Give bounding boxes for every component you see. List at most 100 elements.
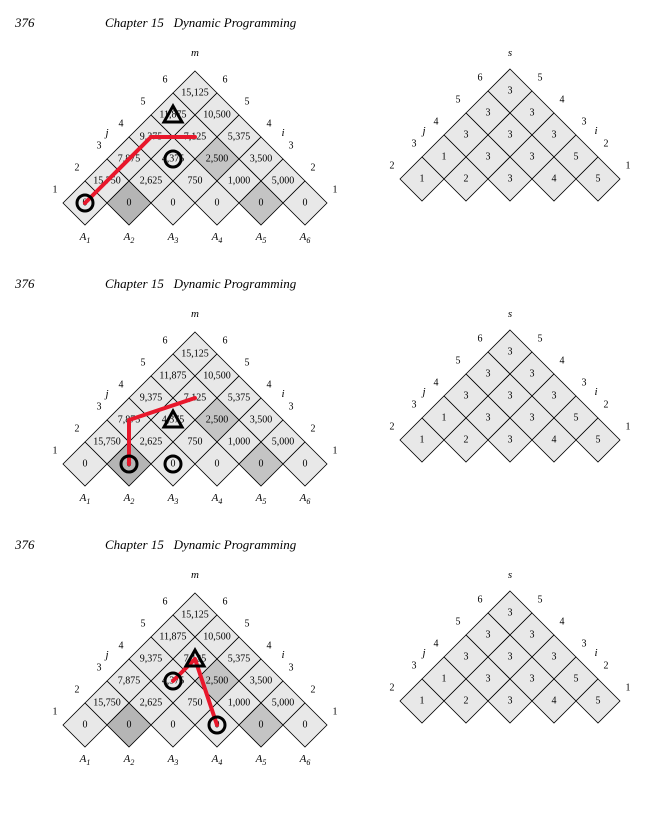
svg-text:0: 0 [259, 459, 264, 470]
svg-text:5: 5 [538, 595, 543, 606]
svg-text:0: 0 [171, 459, 176, 470]
svg-text:3: 3 [508, 391, 513, 402]
svg-text:3: 3 [530, 369, 535, 380]
page-header: 376 Chapter 15 Dynamic Programming [15, 15, 650, 31]
svg-text:3: 3 [412, 139, 417, 150]
svg-text:4: 4 [552, 174, 557, 185]
svg-text:5: 5 [574, 674, 579, 685]
svg-text:5: 5 [245, 358, 250, 369]
svg-text:j: j [420, 125, 425, 137]
svg-text:2: 2 [75, 424, 80, 435]
svg-text:5: 5 [141, 358, 146, 369]
svg-text:5: 5 [596, 696, 601, 707]
svg-text:4: 4 [119, 380, 124, 391]
svg-text:3: 3 [508, 86, 513, 97]
svg-text:3: 3 [552, 652, 557, 663]
svg-text:3: 3 [530, 630, 535, 641]
svg-text:0: 0 [171, 198, 176, 209]
svg-text:6: 6 [223, 336, 228, 347]
svg-text:1: 1 [626, 422, 631, 433]
svg-text:5: 5 [596, 435, 601, 446]
page-number: 376 [15, 15, 105, 31]
svg-text:4: 4 [267, 380, 272, 391]
svg-text:3: 3 [289, 402, 294, 413]
svg-text:A1: A1 [79, 492, 91, 506]
svg-text:j: j [420, 386, 425, 398]
svg-text:15,750: 15,750 [93, 437, 121, 448]
svg-text:6: 6 [163, 336, 168, 347]
svg-text:1: 1 [420, 435, 425, 446]
svg-text:750: 750 [188, 176, 203, 187]
svg-text:3: 3 [412, 661, 417, 672]
svg-text:A5: A5 [255, 231, 267, 245]
svg-text:5,000: 5,000 [272, 698, 295, 709]
svg-text:A4: A4 [211, 753, 223, 767]
svg-text:10,500: 10,500 [203, 371, 231, 382]
svg-text:7,875: 7,875 [118, 676, 141, 687]
svg-text:A5: A5 [255, 492, 267, 506]
svg-text:i: i [281, 649, 284, 661]
svg-text:4: 4 [560, 356, 565, 367]
svg-text:i: i [281, 388, 284, 400]
page-number: 376 [15, 276, 105, 292]
svg-text:A4: A4 [211, 492, 223, 506]
svg-text:11,875: 11,875 [159, 371, 186, 382]
svg-text:A3: A3 [167, 492, 179, 506]
svg-text:1: 1 [626, 161, 631, 172]
svg-text:4: 4 [267, 119, 272, 130]
m-table: 15,12511,87510,5009,3757,1255,3757,8754,… [40, 563, 350, 773]
svg-text:4: 4 [552, 696, 557, 707]
svg-text:5,375: 5,375 [228, 132, 251, 143]
svg-text:0: 0 [127, 720, 132, 731]
svg-text:j: j [103, 388, 108, 400]
svg-text:i: i [594, 386, 597, 398]
svg-text:i: i [594, 647, 597, 659]
svg-text:i: i [281, 127, 284, 139]
svg-text:5,375: 5,375 [228, 393, 251, 404]
m-table: 15,12511,87510,5009,3757,1255,3757,8754,… [40, 41, 350, 251]
svg-text:m: m [191, 308, 199, 320]
svg-text:j: j [103, 649, 108, 661]
svg-text:2: 2 [390, 422, 395, 433]
svg-text:2: 2 [604, 661, 609, 672]
svg-text:3: 3 [508, 130, 513, 141]
svg-text:750: 750 [188, 698, 203, 709]
svg-text:1: 1 [53, 185, 58, 196]
svg-text:0: 0 [171, 720, 176, 731]
svg-text:3: 3 [508, 174, 513, 185]
svg-text:2: 2 [75, 685, 80, 696]
svg-text:9,375: 9,375 [140, 393, 163, 404]
svg-text:3: 3 [508, 347, 513, 358]
svg-text:5: 5 [456, 356, 461, 367]
svg-text:10,500: 10,500 [203, 632, 231, 643]
svg-text:1: 1 [442, 674, 447, 685]
svg-text:5,000: 5,000 [272, 437, 295, 448]
chapter-label: Chapter 15 Dynamic Programming [105, 276, 296, 292]
svg-text:15,125: 15,125 [181, 349, 209, 360]
svg-text:15,750: 15,750 [93, 698, 121, 709]
svg-text:3: 3 [530, 108, 535, 119]
svg-text:3: 3 [486, 152, 491, 163]
svg-text:2: 2 [604, 400, 609, 411]
svg-text:6: 6 [163, 597, 168, 608]
svg-text:750: 750 [188, 437, 203, 448]
svg-text:0: 0 [303, 720, 308, 731]
svg-text:15,125: 15,125 [181, 610, 209, 621]
svg-text:1: 1 [420, 174, 425, 185]
s-table: 333333133512345s2132435465ji [380, 563, 640, 733]
svg-text:6: 6 [223, 75, 228, 86]
svg-text:2: 2 [604, 139, 609, 150]
svg-text:4: 4 [119, 119, 124, 130]
svg-text:3: 3 [508, 696, 513, 707]
svg-text:3: 3 [530, 674, 535, 685]
svg-text:2: 2 [75, 163, 80, 174]
svg-text:3: 3 [582, 378, 587, 389]
svg-text:3: 3 [508, 435, 513, 446]
svg-text:5,375: 5,375 [228, 654, 251, 665]
svg-text:6: 6 [223, 597, 228, 608]
svg-text:1: 1 [53, 446, 58, 457]
svg-text:5: 5 [538, 334, 543, 345]
svg-text:6: 6 [163, 75, 168, 86]
svg-text:0: 0 [259, 720, 264, 731]
svg-text:A6: A6 [299, 753, 311, 767]
